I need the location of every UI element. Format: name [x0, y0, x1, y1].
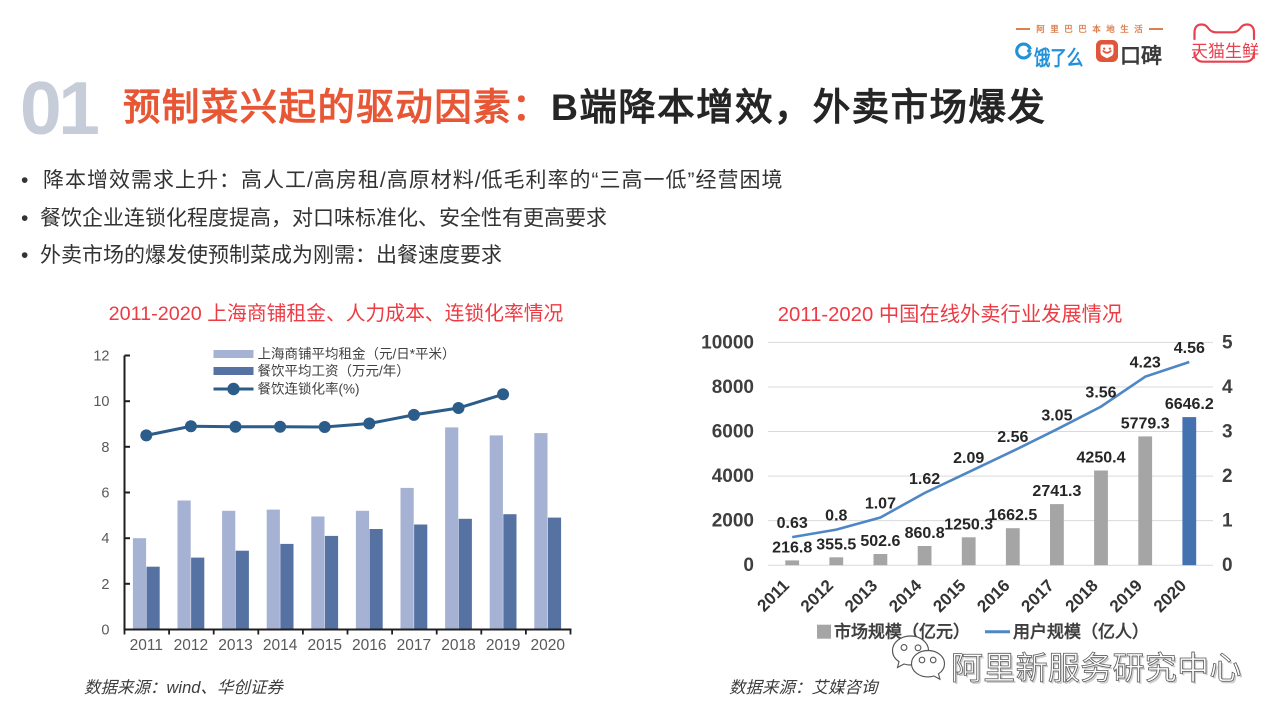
svg-text:4: 4	[101, 531, 109, 547]
svg-text:8000: 8000	[712, 377, 754, 398]
svg-text:0.63: 0.63	[777, 515, 808, 532]
svg-text:2015: 2015	[307, 637, 341, 654]
svg-text:3.05: 3.05	[1041, 407, 1072, 424]
svg-text:0: 0	[101, 623, 109, 639]
svg-text:6000: 6000	[712, 422, 754, 443]
svg-text:355.5: 355.5	[816, 536, 856, 553]
svg-text:502.6: 502.6	[860, 533, 900, 550]
svg-text:2018: 2018	[441, 637, 475, 654]
svg-text:2014: 2014	[263, 637, 298, 654]
svg-text:餐饮连锁化率(%): 餐饮连锁化率(%)	[258, 381, 360, 397]
svg-text:1: 1	[1222, 511, 1233, 532]
svg-text:市场规模（亿元）: 市场规模（亿元）	[834, 622, 970, 642]
svg-text:12: 12	[93, 349, 109, 365]
svg-text:0: 0	[743, 555, 754, 576]
svg-text:2016: 2016	[352, 637, 386, 654]
svg-text:2.09: 2.09	[953, 450, 984, 467]
svg-text:2: 2	[101, 577, 109, 593]
svg-text:2015: 2015	[929, 576, 969, 616]
svg-text:2000: 2000	[712, 511, 754, 532]
svg-text:4: 4	[1222, 377, 1233, 398]
svg-text:2017: 2017	[1018, 576, 1058, 616]
svg-text:1250.3: 1250.3	[944, 516, 993, 533]
svg-text:5779.3: 5779.3	[1121, 415, 1170, 432]
svg-text:2014: 2014	[885, 576, 926, 617]
svg-text:1662.5: 1662.5	[988, 507, 1037, 524]
svg-text:2020: 2020	[1150, 576, 1190, 616]
svg-text:2017: 2017	[397, 637, 431, 654]
svg-text:上海商铺平均租金（元/日*平米）: 上海商铺平均租金（元/日*平米）	[258, 347, 456, 362]
svg-text:6: 6	[101, 486, 109, 502]
svg-text:0.8: 0.8	[825, 508, 847, 525]
svg-text:2020: 2020	[530, 637, 565, 654]
svg-text:5: 5	[1222, 332, 1233, 353]
svg-text:2012: 2012	[174, 637, 208, 654]
svg-text:2018: 2018	[1062, 576, 1102, 616]
svg-text:2013: 2013	[841, 576, 881, 616]
svg-text:860.8: 860.8	[905, 525, 945, 542]
svg-text:2012: 2012	[797, 576, 837, 616]
svg-text:6646.2: 6646.2	[1165, 396, 1214, 413]
svg-text:2: 2	[1222, 466, 1233, 487]
svg-text:4.56: 4.56	[1174, 340, 1205, 357]
svg-text:3: 3	[1222, 422, 1233, 443]
svg-text:2016: 2016	[973, 576, 1013, 616]
svg-text:1.62: 1.62	[909, 471, 940, 488]
svg-text:2011: 2011	[754, 576, 794, 616]
svg-text:2019: 2019	[1106, 576, 1146, 616]
svg-text:餐饮平均工资（万元/年）: 餐饮平均工资（万元/年）	[258, 364, 410, 379]
svg-text:10: 10	[93, 394, 109, 410]
svg-text:2013: 2013	[218, 637, 252, 654]
svg-text:1.07: 1.07	[865, 496, 896, 513]
svg-text:4000: 4000	[712, 466, 754, 487]
svg-text:216.8: 216.8	[772, 539, 812, 556]
svg-text:2019: 2019	[486, 637, 520, 654]
svg-text:4.23: 4.23	[1130, 355, 1161, 372]
svg-text:8: 8	[101, 440, 109, 456]
svg-text:2.56: 2.56	[997, 429, 1028, 446]
svg-text:3.56: 3.56	[1085, 385, 1116, 402]
svg-text:2011: 2011	[130, 637, 163, 654]
svg-text:4250.4: 4250.4	[1077, 450, 1126, 467]
svg-text:10000: 10000	[701, 332, 754, 353]
svg-text:用户规模（亿人）: 用户规模（亿人）	[1013, 622, 1149, 642]
svg-text:0: 0	[1222, 555, 1233, 576]
svg-text:2741.3: 2741.3	[1032, 483, 1081, 500]
